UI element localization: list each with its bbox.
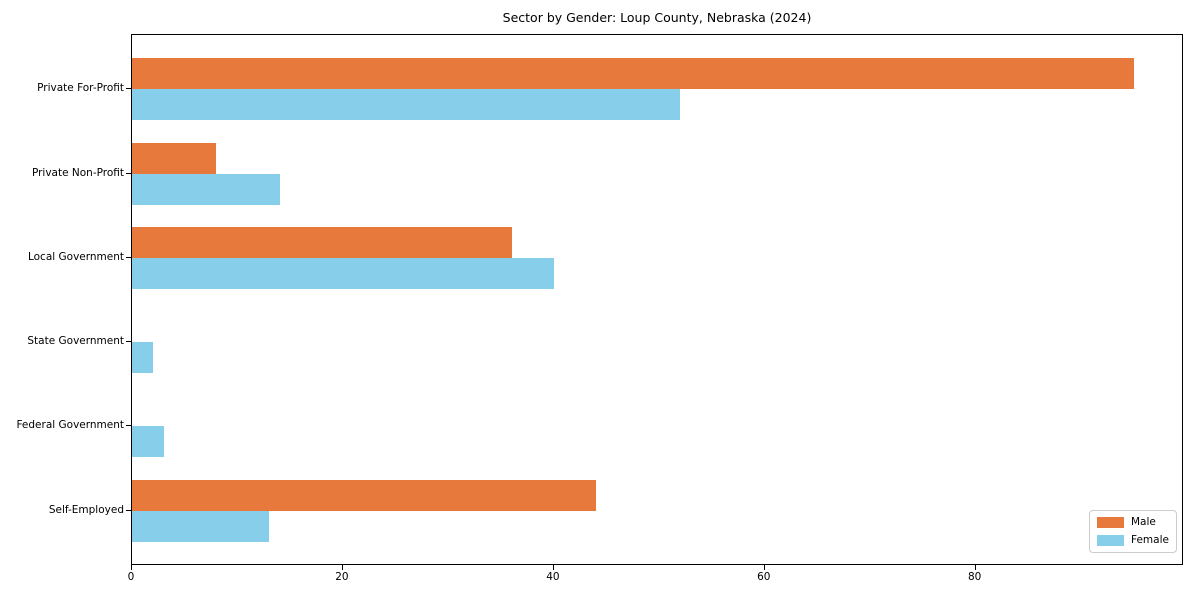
bar-female-self-employed (132, 510, 270, 542)
legend-item-male: Male (1097, 517, 1168, 528)
y-tick-label-private-non-profit: Private Non-Profit (31, 166, 124, 179)
y-tick-mark (126, 341, 131, 343)
y-tick-mark (126, 425, 131, 427)
legend-item-female: Female (1097, 534, 1169, 546)
bar-male-private-for-profit (132, 58, 1134, 90)
chart-title: Sector by Gender: Loup County, Nebraska … (502, 10, 812, 25)
y-tick-label-private-for-profit: Private For-Profit (37, 82, 124, 95)
y-tick-label-state-government: State Government (27, 335, 124, 348)
legend: Male Female (1089, 510, 1177, 553)
bar-male-private-non-profit (132, 142, 217, 174)
y-tick-mark (126, 256, 131, 258)
x-tick-label: 0 (127, 571, 135, 583)
legend-label-female: Female (1131, 534, 1169, 546)
x-tick-label: 40 (546, 571, 560, 583)
bar-female-private-for-profit (132, 89, 681, 121)
bar-male-local-government (132, 226, 512, 258)
y-tick-mark (126, 509, 131, 511)
x-tick-mark (974, 565, 976, 570)
bar-female-private-non-profit (132, 173, 280, 205)
bar-female-federal-government (132, 426, 164, 458)
legend-swatch-female (1097, 535, 1124, 546)
x-tick-mark (131, 565, 132, 570)
y-tick-mark (126, 172, 131, 174)
legend-swatch-male (1097, 517, 1124, 528)
y-tick-label-federal-government: Federal Government (16, 419, 124, 432)
bar-female-local-government (132, 257, 554, 289)
bar-female-state-government (132, 342, 154, 374)
plot-area: Male Female (131, 34, 1183, 565)
x-tick-mark (763, 565, 765, 570)
y-tick-label-local-government: Local Government (27, 250, 124, 263)
x-tick-label: 80 (968, 571, 982, 583)
y-tick-mark (126, 88, 131, 90)
bar-male-self-employed (132, 479, 596, 511)
legend-label-male: Male (1131, 516, 1156, 528)
x-tick-mark (341, 565, 343, 570)
x-tick-label: 60 (757, 571, 771, 583)
x-tick-label: 20 (335, 571, 349, 583)
x-tick-mark (552, 565, 554, 570)
y-tick-label-self-employed: Self-Employed (48, 503, 124, 516)
